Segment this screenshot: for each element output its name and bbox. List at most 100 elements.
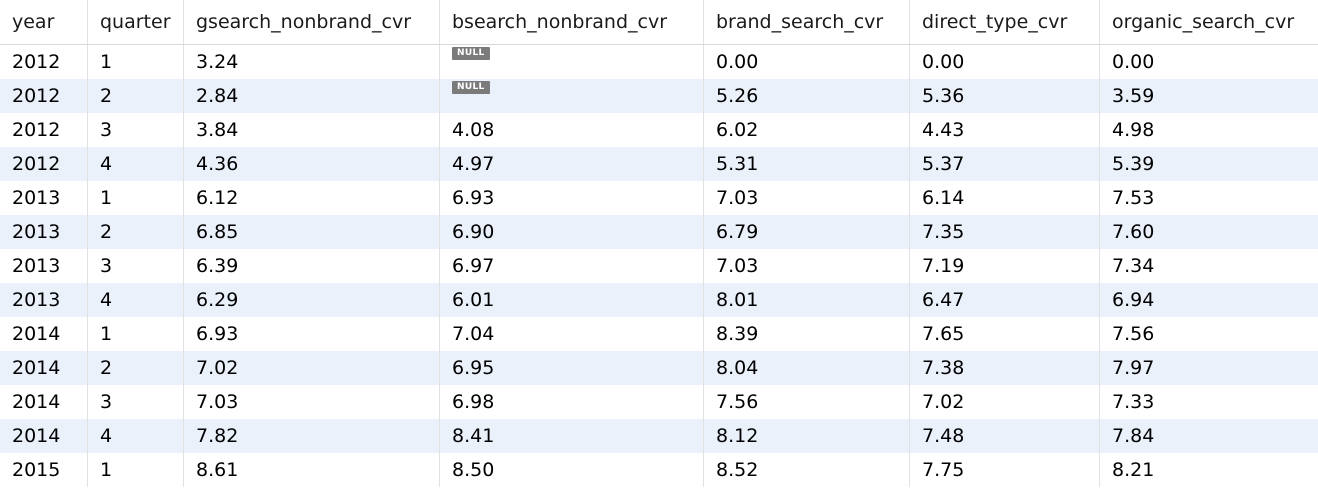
- table-cell-organic-search-cvr[interactable]: 7.53: [1112, 187, 1155, 209]
- table-cell-brand-search-cvr[interactable]: 5.26: [704, 79, 910, 113]
- table-cell-bsearch-nonbrand-cvr[interactable]: 6.98: [440, 385, 704, 419]
- table-cell-direct-type-cvr[interactable]: 0.00: [910, 45, 1100, 79]
- table-cell-gsearch-nonbrand-cvr[interactable]: 2.84: [184, 79, 440, 113]
- table-cell-brand-search-cvr[interactable]: 7.03: [704, 181, 910, 215]
- table-cell-direct-type-cvr[interactable]: 5.37: [910, 147, 1100, 181]
- table-cell-quarter[interactable]: 4: [88, 419, 184, 453]
- column-header-gsearch-nonbrand-cvr[interactable]: gsearch_nonbrand_cvr: [184, 0, 440, 44]
- table-row[interactable]: 2012 1 3.24 NULL 0.00 0.00 0.00: [0, 45, 1318, 79]
- table-cell-quarter[interactable]: 2: [88, 351, 184, 385]
- table-row[interactable]: 2012 2 2.84 NULL 5.26 5.36 3.59: [0, 79, 1318, 113]
- table-cell-direct-type-cvr[interactable]: 6.47: [910, 283, 1100, 317]
- table-cell-bsearch-nonbrand-cvr[interactable]: 4.08: [440, 113, 704, 147]
- table-cell-organic-search-cvr[interactable]: 7.34: [1112, 255, 1155, 277]
- table-cell-year[interactable]: 2012: [0, 113, 88, 147]
- table-cell-direct-type-cvr[interactable]: 7.48: [910, 419, 1100, 453]
- table-cell-year[interactable]: 2014: [0, 351, 88, 385]
- table-cell-organic-search-cvr[interactable]: 6.94: [1112, 289, 1155, 311]
- table-cell-quarter[interactable]: 1: [88, 453, 184, 487]
- table-cell-gsearch-nonbrand-cvr[interactable]: 6.85: [184, 215, 440, 249]
- table-cell-gsearch-nonbrand-cvr[interactable]: 6.93: [184, 317, 440, 351]
- table-row[interactable]: 2012 4 4.36 4.97 5.31 5.37 5.39: [0, 147, 1318, 181]
- table-row[interactable]: 2012 3 3.84 4.08 6.02 4.43 4.98: [0, 113, 1318, 147]
- table-cell-bsearch-nonbrand-cvr[interactable]: 6.90: [440, 215, 704, 249]
- table-cell-brand-search-cvr[interactable]: 6.79: [704, 215, 910, 249]
- table-cell-direct-type-cvr[interactable]: 7.19: [910, 249, 1100, 283]
- table-cell-quarter[interactable]: 4: [88, 283, 184, 317]
- table-cell-year[interactable]: 2015: [0, 453, 88, 487]
- table-cell-organic-search-cvr[interactable]: 4.98: [1112, 119, 1155, 141]
- table-cell-gsearch-nonbrand-cvr[interactable]: 3.24: [184, 45, 440, 79]
- table-cell-bsearch-nonbrand-cvr[interactable]: 6.97: [440, 249, 704, 283]
- table-cell-year[interactable]: 2014: [0, 385, 88, 419]
- table-cell-direct-type-cvr[interactable]: 7.75: [910, 453, 1100, 487]
- table-cell-direct-type-cvr[interactable]: 4.43: [910, 113, 1100, 147]
- table-cell-direct-type-cvr[interactable]: 5.36: [910, 79, 1100, 113]
- table-cell-brand-search-cvr[interactable]: 8.04: [704, 351, 910, 385]
- table-cell-organic-search-cvr[interactable]: 7.33: [1112, 391, 1155, 413]
- table-cell-quarter[interactable]: 2: [88, 79, 184, 113]
- table-cell-bsearch-nonbrand-cvr[interactable]: 7.04: [440, 317, 704, 351]
- table-cell-organic-search-cvr[interactable]: 3.59: [1112, 85, 1155, 107]
- table-cell-organic-search-cvr[interactable]: 7.97: [1112, 357, 1155, 379]
- table-cell-organic-search-cvr[interactable]: 7.60: [1112, 221, 1155, 243]
- table-cell-direct-type-cvr[interactable]: 6.14: [910, 181, 1100, 215]
- table-cell-gsearch-nonbrand-cvr[interactable]: 7.03: [184, 385, 440, 419]
- table-cell-quarter[interactable]: 1: [88, 181, 184, 215]
- table-cell-year[interactable]: 2014: [0, 317, 88, 351]
- table-cell-gsearch-nonbrand-cvr[interactable]: 8.61: [184, 453, 440, 487]
- table-cell-brand-search-cvr[interactable]: 8.12: [704, 419, 910, 453]
- table-cell-gsearch-nonbrand-cvr[interactable]: 6.12: [184, 181, 440, 215]
- table-row[interactable]: 2013 3 6.39 6.97 7.03 7.19 7.34: [0, 249, 1318, 283]
- column-header-brand-search-cvr[interactable]: brand_search_cvr: [704, 0, 910, 44]
- table-cell-organic-search-cvr[interactable]: 5.39: [1112, 153, 1155, 175]
- table-cell-gsearch-nonbrand-cvr[interactable]: 4.36: [184, 147, 440, 181]
- table-cell-brand-search-cvr[interactable]: 6.02: [704, 113, 910, 147]
- table-row[interactable]: 2014 3 7.03 6.98 7.56 7.02 7.33: [0, 385, 1318, 419]
- column-header-direct-type-cvr[interactable]: direct_type_cvr: [910, 0, 1100, 44]
- table-cell-year[interactable]: 2012: [0, 147, 88, 181]
- table-cell-year[interactable]: 2013: [0, 283, 88, 317]
- table-cell-brand-search-cvr[interactable]: 8.39: [704, 317, 910, 351]
- table-cell-gsearch-nonbrand-cvr[interactable]: 6.39: [184, 249, 440, 283]
- table-cell-quarter[interactable]: 1: [88, 317, 184, 351]
- table-cell-bsearch-nonbrand-cvr[interactable]: 6.95: [440, 351, 704, 385]
- table-cell-quarter[interactable]: 2: [88, 215, 184, 249]
- table-cell-year[interactable]: 2012: [0, 45, 88, 79]
- table-cell-direct-type-cvr[interactable]: 7.65: [910, 317, 1100, 351]
- table-cell-gsearch-nonbrand-cvr[interactable]: 3.84: [184, 113, 440, 147]
- table-cell-quarter[interactable]: 3: [88, 113, 184, 147]
- table-cell-bsearch-nonbrand-cvr[interactable]: 8.41: [440, 419, 704, 453]
- table-cell-bsearch-nonbrand-cvr[interactable]: 8.50: [440, 453, 704, 487]
- table-cell-bsearch-nonbrand-cvr[interactable]: 6.01: [440, 283, 704, 317]
- table-cell-year[interactable]: 2013: [0, 249, 88, 283]
- table-cell-gsearch-nonbrand-cvr[interactable]: 7.02: [184, 351, 440, 385]
- table-cell-brand-search-cvr[interactable]: 8.52: [704, 453, 910, 487]
- table-cell-direct-type-cvr[interactable]: 7.35: [910, 215, 1100, 249]
- table-cell-organic-search-cvr[interactable]: 8.21: [1112, 459, 1155, 481]
- column-header-organic-search-cvr[interactable]: organic_search_cvr: [1112, 11, 1295, 33]
- table-cell-bsearch-nonbrand-cvr[interactable]: 4.97: [440, 147, 704, 181]
- table-cell-brand-search-cvr[interactable]: 7.03: [704, 249, 910, 283]
- table-cell-organic-search-cvr[interactable]: 0.00: [1112, 51, 1155, 73]
- table-cell-brand-search-cvr[interactable]: 8.01: [704, 283, 910, 317]
- table-cell-quarter[interactable]: 3: [88, 385, 184, 419]
- table-row[interactable]: 2014 4 7.82 8.41 8.12 7.48 7.84: [0, 419, 1318, 453]
- column-header-quarter[interactable]: quarter: [88, 0, 184, 44]
- table-cell-quarter[interactable]: 3: [88, 249, 184, 283]
- column-header-year[interactable]: year: [0, 0, 88, 44]
- table-cell-gsearch-nonbrand-cvr[interactable]: 6.29: [184, 283, 440, 317]
- table-cell-brand-search-cvr[interactable]: 5.31: [704, 147, 910, 181]
- table-cell-year[interactable]: 2013: [0, 181, 88, 215]
- table-row[interactable]: 2013 4 6.29 6.01 8.01 6.47 6.94: [0, 283, 1318, 317]
- table-row[interactable]: 2014 1 6.93 7.04 8.39 7.65 7.56: [0, 317, 1318, 351]
- table-cell-direct-type-cvr[interactable]: 7.38: [910, 351, 1100, 385]
- table-cell-year[interactable]: 2012: [0, 79, 88, 113]
- table-cell-organic-search-cvr[interactable]: 7.84: [1112, 425, 1155, 447]
- column-header-bsearch-nonbrand-cvr[interactable]: bsearch_nonbrand_cvr: [440, 0, 704, 44]
- table-cell-year[interactable]: 2014: [0, 419, 88, 453]
- table-cell-bsearch-nonbrand-cvr[interactable]: 6.93: [440, 181, 704, 215]
- table-cell-gsearch-nonbrand-cvr[interactable]: 7.82: [184, 419, 440, 453]
- table-row[interactable]: 2015 1 8.61 8.50 8.52 7.75 8.21: [0, 453, 1318, 487]
- table-cell-brand-search-cvr[interactable]: 7.56: [704, 385, 910, 419]
